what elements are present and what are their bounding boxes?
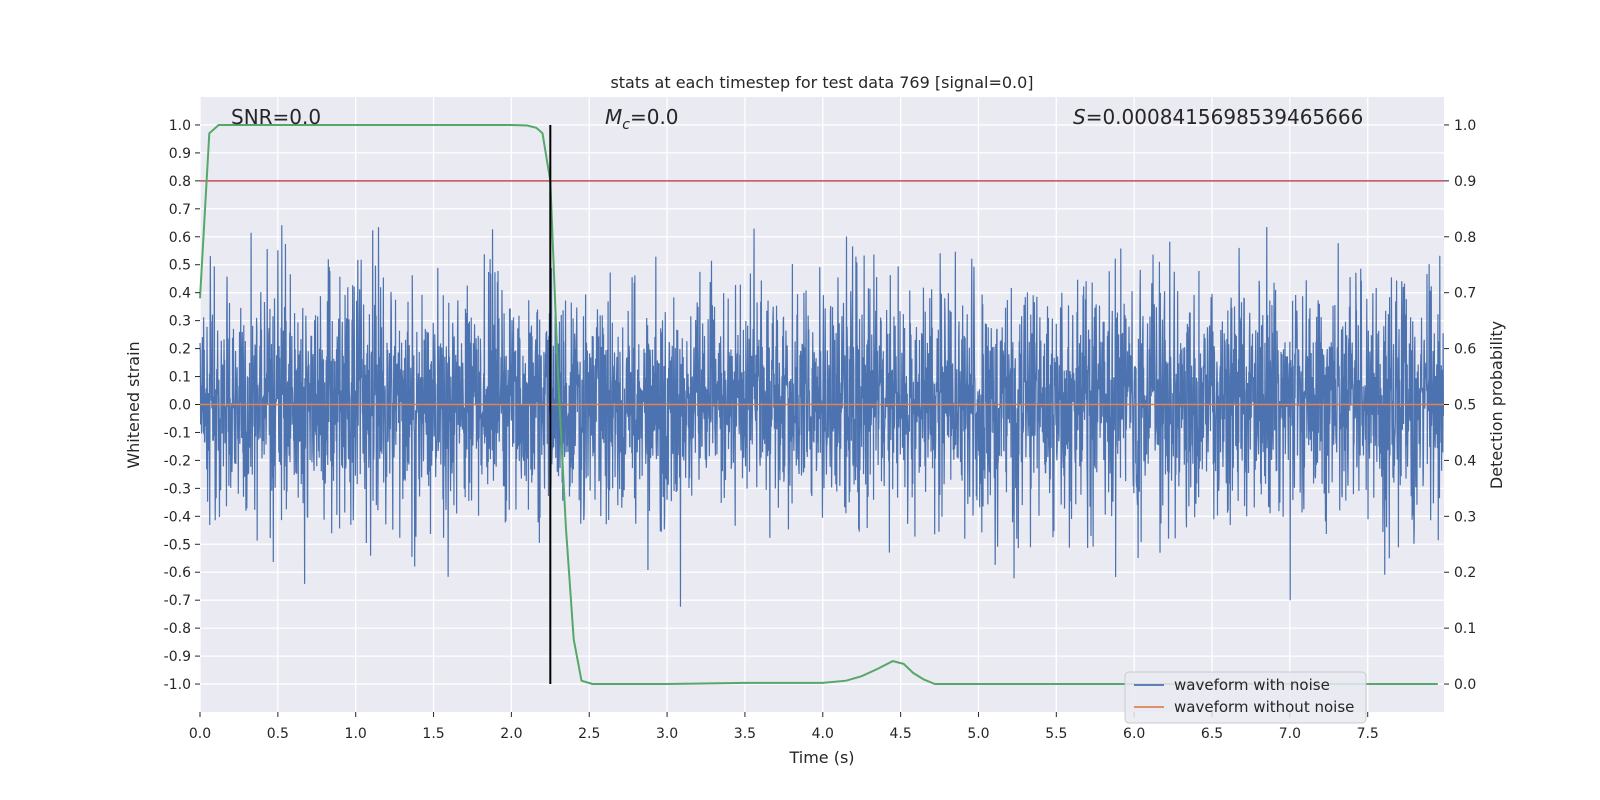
y-left-tick-label-19: -0.9 (164, 649, 191, 665)
x-tick-label-0: 0.0 (189, 726, 211, 742)
legend: waveform with noise waveform without noi… (1124, 671, 1367, 724)
y-right-tick-label-2: 0.8 (1454, 230, 1476, 246)
y-right-tick-label-9: 0.1 (1454, 621, 1476, 637)
y-left-tick-label-18: -0.8 (164, 621, 191, 637)
x-tick-label-11: 5.5 (1045, 726, 1067, 742)
mc-subscript: c (622, 117, 630, 133)
y-left-tick-label-16: -0.6 (164, 565, 191, 581)
y-right-tick-label-3: 0.7 (1454, 286, 1476, 302)
y-left-tick-label-3: 0.7 (169, 202, 191, 218)
y-right-tick-label-10: 0.0 (1454, 677, 1476, 693)
y-axis-label-left: Whitened strain (124, 341, 143, 468)
x-tick-label-6: 3.0 (656, 726, 678, 742)
y-axis-label-right: Detection probability (1487, 321, 1506, 489)
y-left-tick-label-12: -0.2 (164, 453, 191, 469)
x-tick-label-15: 7.5 (1357, 726, 1379, 742)
y-left-tick-label-0: 1.0 (169, 118, 191, 134)
y-right-tick-label-5: 0.5 (1454, 398, 1476, 414)
noise-waveform-series (199, 225, 1445, 607)
y-right-tick-label-8: 0.2 (1454, 565, 1476, 581)
y-left-tick-label-17: -0.7 (164, 593, 191, 609)
y-left-tick-label-7: 0.3 (169, 314, 191, 330)
s-value: =0.0008415698539465666 (1086, 105, 1364, 129)
y-left-tick-label-13: -0.3 (164, 481, 191, 497)
x-axis-label: Time (s) (788, 748, 854, 767)
y-left-tick-label-6: 0.4 (169, 286, 191, 302)
y-right-tick-label-6: 0.4 (1454, 453, 1476, 469)
s-annotation: S=0.0008415698539465666 (1073, 105, 1363, 129)
y-left-tick-label-9: 0.1 (169, 370, 191, 386)
mc-annotation: Mc=0.0 (605, 105, 679, 133)
mc-value: =0.0 (630, 105, 679, 129)
y-left-tick-label-10: 0.0 (169, 398, 191, 414)
noise-waveform-line (199, 225, 1445, 607)
y-left-tick-label-1: 0.9 (169, 146, 191, 162)
axes: 0.0 0.5 1.0 1.5 2.0 2.5 3.0 3.5 4.0 4.5 5.0 5.5 6.0 6… (164, 118, 1477, 742)
x-tick-label-2: 1.0 (345, 726, 367, 742)
y-right-tick-label-7: 0.3 (1454, 509, 1476, 525)
x-tick-label-13: 6.5 (1201, 726, 1223, 742)
x-tick-label-4: 2.0 (500, 726, 522, 742)
legend-box (1124, 671, 1367, 724)
y-left-tick-label-8: 0.2 (169, 342, 191, 358)
y-left-tick-label-20: -1.0 (164, 677, 191, 693)
x-tick-label-10: 5.0 (967, 726, 989, 742)
s-symbol: S (1073, 105, 1086, 129)
y-left-tick-label-15: -0.5 (164, 537, 191, 553)
y-right-tick-label-1: 0.9 (1454, 174, 1476, 190)
y-left-tick-label-2: 0.8 (169, 174, 191, 190)
y-right-tick-label-4: 0.6 (1454, 342, 1476, 358)
probability-series (199, 124, 1438, 685)
x-tick-label-12: 6.0 (1123, 726, 1145, 742)
probability-line (199, 124, 1438, 685)
x-tick-label-8: 4.0 (812, 726, 834, 742)
x-tick-label-14: 7.0 (1279, 726, 1301, 742)
x-tick-label-3: 1.5 (422, 726, 444, 742)
x-tick-label-7: 3.5 (734, 726, 756, 742)
y-left-tick-label-11: -0.1 (164, 425, 191, 441)
y-right-tick-label-0: 1.0 (1454, 118, 1476, 134)
y-left-tick-label-14: -0.4 (164, 509, 191, 525)
mc-symbol: M (605, 105, 622, 129)
y-left-tick-label-4: 0.6 (169, 230, 191, 246)
x-tick-label-1: 0.5 (267, 726, 289, 742)
y-left-tick-label-5: 0.5 (169, 258, 191, 274)
snr-annotation: SNR=0.0 (231, 105, 321, 129)
x-tick-label-5: 2.5 (578, 726, 600, 742)
x-tick-label-9: 4.5 (889, 726, 911, 742)
legend-label-noise: waveform with noise (1174, 676, 1330, 694)
legend-label-clean: waveform without noise (1174, 698, 1354, 716)
chart-title: stats at each timestep for test data 769… (610, 73, 1033, 92)
